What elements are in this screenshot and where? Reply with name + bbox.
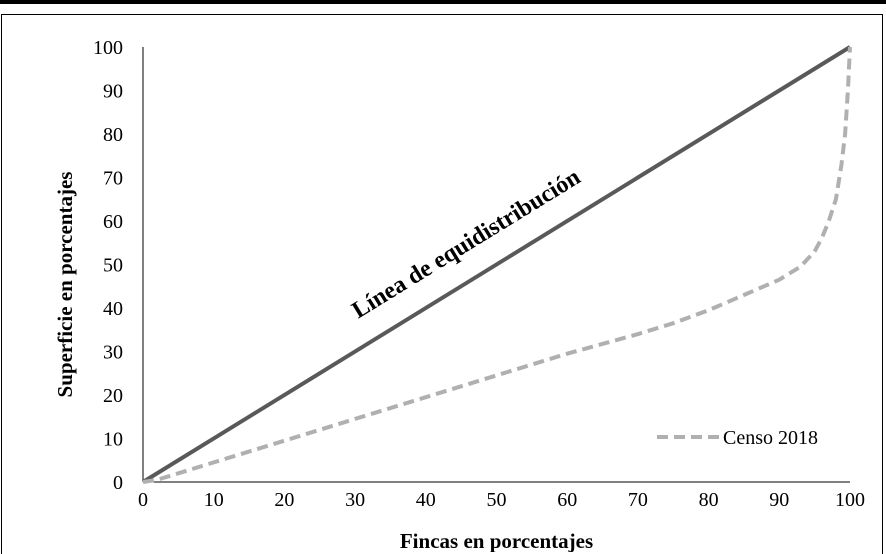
x-tick-label: 10 — [204, 489, 224, 511]
series-line-censo-2018 — [142, 46, 852, 484]
legend: Censo 2018 — [657, 427, 818, 449]
y-tick-label: 50 — [103, 255, 123, 277]
x-tick-labels: 0 10 20 30 40 50 60 70 80 90 100 — [138, 489, 865, 511]
y-tick-label: 10 — [103, 429, 123, 451]
y-tick-labels: 0 10 20 30 40 50 60 70 80 90 100 — [93, 37, 123, 494]
y-tick-label: 20 — [103, 385, 123, 407]
y-tick-label: 60 — [103, 211, 123, 233]
y-tick-label: 70 — [103, 168, 123, 190]
x-tick-label: 50 — [487, 489, 507, 511]
y-tick-label: 30 — [103, 342, 123, 364]
y-tick-label: 90 — [103, 81, 123, 103]
chart-border — [1, 14, 883, 554]
x-tick-label: 100 — [835, 489, 865, 511]
x-tick-label: 30 — [345, 489, 365, 511]
x-tick-label: 60 — [557, 489, 577, 511]
y-axis-title: Superficie en porcentajes — [53, 172, 77, 398]
x-tick-label: 0 — [138, 489, 148, 511]
y-tick-label: 40 — [103, 298, 123, 320]
y-tick-label: 0 — [113, 472, 123, 494]
series-layer — [141, 45, 852, 484]
x-tick-label: 70 — [628, 489, 648, 511]
x-axis-title: Fincas en porcentajes — [400, 529, 593, 552]
legend-label-censo-2018: Censo 2018 — [723, 427, 818, 449]
equidistribution-annotation: Línea de equidistribución — [348, 164, 585, 324]
x-tick-label: 20 — [274, 489, 294, 511]
y-tick-label: 80 — [103, 124, 123, 146]
equidistribution-line — [141, 45, 852, 484]
y-tick-label: 100 — [93, 37, 123, 59]
x-tick-label: 40 — [416, 489, 436, 511]
x-tick-label: 80 — [699, 489, 719, 511]
x-tick-label: 90 — [769, 489, 789, 511]
